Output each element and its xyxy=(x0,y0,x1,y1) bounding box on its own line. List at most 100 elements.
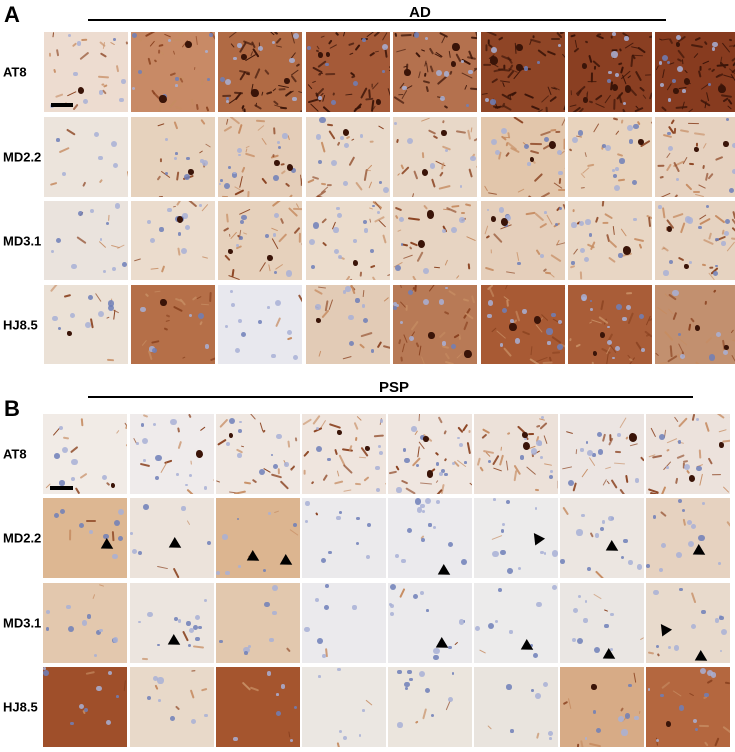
stain-fiber xyxy=(382,345,390,350)
nucleus xyxy=(615,345,621,351)
stain-fiber xyxy=(573,47,580,54)
nucleus xyxy=(229,290,233,294)
stain-fiber xyxy=(698,473,703,486)
stain-fiber xyxy=(224,254,231,262)
stain-fiber xyxy=(491,454,500,466)
stain-fiber xyxy=(609,240,618,249)
nucleus xyxy=(224,324,228,328)
nucleus xyxy=(415,464,419,468)
stain-fiber xyxy=(245,145,250,149)
nucleus xyxy=(237,429,242,434)
stain-fiber xyxy=(153,37,160,47)
stain-fiber xyxy=(410,320,419,331)
nucleus xyxy=(498,588,502,593)
nucleus xyxy=(93,131,99,137)
nucleus xyxy=(177,619,182,624)
nucleus xyxy=(154,476,159,481)
stain-fiber xyxy=(491,77,499,84)
nucleus xyxy=(470,156,476,162)
nucleus xyxy=(56,138,60,142)
nucleus xyxy=(582,296,587,301)
micrograph-tile xyxy=(655,201,735,280)
stain-fiber xyxy=(438,416,443,424)
stain-fiber xyxy=(260,138,267,146)
nucleus xyxy=(142,437,149,444)
stain-fiber xyxy=(421,152,424,159)
stain-fiber xyxy=(280,169,286,175)
stain-fiber xyxy=(399,356,403,362)
tau-inclusion xyxy=(683,263,689,270)
panel-letter-b: B xyxy=(4,396,20,421)
nucleus xyxy=(543,552,547,555)
stain-fiber xyxy=(259,422,263,431)
nucleus xyxy=(706,670,713,677)
stain-fiber xyxy=(702,263,707,266)
nucleus xyxy=(305,501,310,506)
stain-fiber xyxy=(299,109,302,112)
nucleus xyxy=(240,214,247,221)
stain-fiber xyxy=(270,473,283,479)
nucleus xyxy=(547,341,551,345)
stain-fiber xyxy=(172,205,177,208)
nucleus xyxy=(658,567,664,572)
stain-fiber xyxy=(351,138,355,142)
nucleus xyxy=(659,83,664,88)
nucleus xyxy=(420,503,425,509)
stain-fiber xyxy=(241,681,251,691)
nucleus xyxy=(237,43,243,48)
stain-fiber xyxy=(70,446,79,453)
stain-fiber xyxy=(311,480,315,485)
micrograph-tile xyxy=(218,285,302,364)
tau-inclusion xyxy=(490,216,497,223)
stain-fiber xyxy=(157,122,165,127)
nucleus xyxy=(309,238,316,246)
stain-fiber xyxy=(559,32,564,35)
stain-fiber xyxy=(139,38,143,42)
stain-fiber xyxy=(523,92,534,100)
stain-fiber xyxy=(479,466,485,472)
nucleus xyxy=(658,433,666,441)
stain-fiber xyxy=(725,681,730,684)
nucleus xyxy=(136,441,140,445)
stain-fiber xyxy=(368,218,372,223)
nucleus xyxy=(618,716,624,722)
stain-fiber xyxy=(158,104,163,112)
nucleus xyxy=(404,681,410,687)
nucleus xyxy=(533,653,539,659)
tau-inclusion xyxy=(694,146,699,152)
stain-fiber xyxy=(361,332,374,338)
stain-fiber xyxy=(253,67,261,79)
stain-fiber xyxy=(141,69,146,77)
nucleus xyxy=(691,624,697,629)
stain-fiber xyxy=(561,117,565,126)
scale-bar xyxy=(51,103,73,107)
nucleus xyxy=(494,150,500,156)
stain-fiber xyxy=(154,684,159,690)
stain-fiber xyxy=(674,127,677,135)
row-label-at8: AT8 xyxy=(3,64,27,80)
stain-fiber xyxy=(694,131,706,136)
stain-fiber xyxy=(685,108,694,112)
nucleus xyxy=(400,243,404,246)
nucleus xyxy=(272,463,279,470)
stain-fiber xyxy=(342,489,352,493)
stain-fiber xyxy=(603,609,608,613)
nucleus xyxy=(661,54,669,62)
nucleus xyxy=(444,472,448,477)
stain-fiber xyxy=(301,242,302,246)
stain-fiber xyxy=(714,414,724,420)
stain-fiber xyxy=(336,741,341,747)
nucleus xyxy=(112,163,119,169)
micrograph-tile xyxy=(474,498,558,578)
nucleus xyxy=(131,33,137,39)
stain-fiber xyxy=(388,470,397,475)
stain-fiber xyxy=(593,593,602,599)
stain-fiber xyxy=(573,248,579,255)
stain-fiber xyxy=(173,305,184,312)
nucleus xyxy=(182,213,188,219)
tau-inclusion xyxy=(337,429,342,435)
stain-fiber xyxy=(666,152,671,159)
stain-fiber xyxy=(690,592,697,604)
nucleus xyxy=(634,478,639,483)
nucleus xyxy=(571,222,577,228)
